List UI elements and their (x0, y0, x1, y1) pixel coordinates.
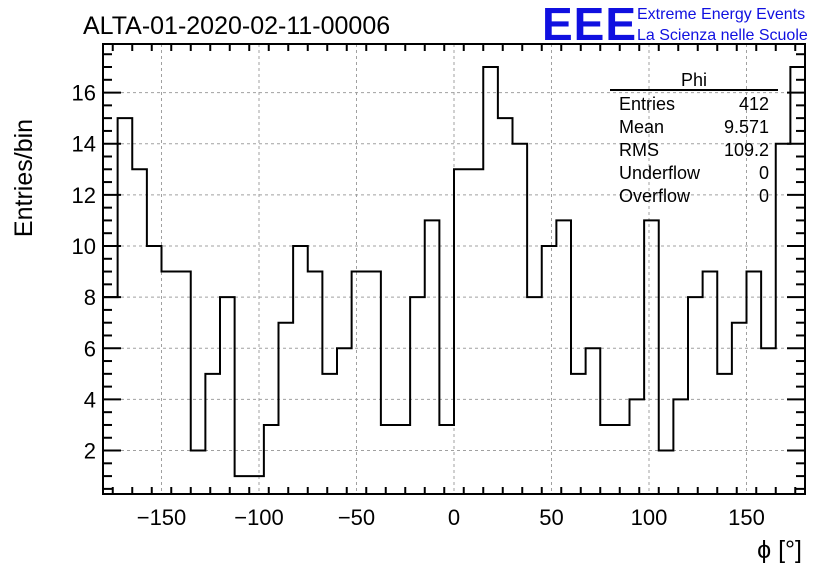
histogram-bin (688, 297, 703, 494)
histogram-bin (337, 348, 352, 494)
stats-label: Entries (619, 94, 675, 114)
histogram-bin (659, 451, 674, 494)
histogram-bin (761, 348, 776, 494)
histogram-bin (322, 374, 337, 494)
histogram-bin (162, 272, 177, 494)
stats-value: 9.571 (724, 117, 769, 137)
histogram-bin (176, 272, 191, 494)
x-tick-label: 50 (539, 505, 563, 530)
histogram-bin (483, 67, 498, 494)
stats-label: Mean (619, 117, 664, 137)
histogram-bin (293, 246, 308, 494)
histogram-bin (249, 476, 264, 494)
histogram-bin (630, 399, 645, 494)
y-tick-label: 4 (84, 387, 96, 412)
histogram-bin (147, 246, 162, 494)
histogram-bin (747, 272, 762, 494)
histogram-bin (396, 425, 411, 494)
axis-ticks (103, 44, 805, 494)
stats-value: 0 (759, 163, 769, 183)
histogram-bin (264, 425, 279, 494)
plot-frame (102, 43, 806, 495)
histogram-bin (366, 272, 381, 494)
x-tick-label: 0 (448, 505, 460, 530)
histogram-bin (439, 425, 454, 494)
stats-label: Overflow (619, 186, 691, 206)
x-tick-labels: −150 −100 −50 0 50 100 150 (137, 505, 765, 530)
y-tick-labels: 2 4 6 8 10 12 14 16 (72, 81, 96, 464)
stats-label: RMS (619, 140, 659, 160)
histogram-bin (527, 297, 542, 494)
eee-logo: EEE Extreme Energy Events La Scienza nel… (542, 0, 808, 50)
x-tick-label: −50 (338, 505, 375, 530)
chart-title: ALTA-01-2020-02-11-00006 (83, 12, 390, 40)
stats-name: Phi (681, 70, 707, 90)
histogram-bin (542, 246, 557, 494)
histogram-bin (776, 144, 791, 494)
y-tick-label: 16 (72, 81, 96, 106)
histogram-bin (118, 118, 133, 494)
histogram-bin (352, 272, 367, 494)
stats-rows: Entries 412 Mean 9.571 RMS 109.2 Underflow 0 Ove… (619, 94, 769, 206)
histogram-bin (673, 399, 688, 494)
stats-value: 0 (759, 186, 769, 206)
histogram-bin (425, 220, 440, 494)
histogram-bin (644, 220, 659, 494)
logo-line-1: Extreme Energy Events (637, 6, 805, 23)
histogram-bin (454, 169, 469, 494)
x-tick-label: 100 (631, 505, 668, 530)
stats-value: 412 (739, 94, 769, 114)
histogram-bin (600, 425, 615, 494)
histogram-outline (103, 66, 805, 478)
x-tick-label: −150 (137, 505, 187, 530)
histogram-bin (513, 144, 528, 494)
x-axis-label: ϕ [°] (757, 536, 802, 564)
histogram-bin (205, 374, 220, 494)
histogram-bin (235, 476, 250, 494)
histogram-bin (615, 425, 630, 494)
stats-label: Underflow (619, 163, 701, 183)
histogram-bin (703, 272, 718, 494)
histogram-bin (191, 451, 206, 494)
histogram-bin (308, 272, 323, 494)
histogram-bin (469, 169, 484, 494)
histogram-bin (220, 297, 235, 494)
histogram-bin (498, 118, 513, 494)
y-tick-label: 10 (72, 234, 96, 259)
histogram-bin (103, 297, 118, 494)
y-tick-label: 14 (72, 132, 96, 157)
histogram-bin (132, 169, 147, 494)
histogram-bin (717, 374, 732, 494)
y-axis-label: Entries/bin (10, 119, 38, 237)
histogram-bin (571, 374, 586, 494)
stats-value: 109.2 (724, 140, 769, 160)
stats-box: Phi Entries 412 Mean 9.571 RMS 109.2 Underflow… (610, 70, 778, 206)
histogram-bin (586, 348, 601, 494)
logo-line-2: La Scienza nelle Scuole (637, 27, 808, 44)
histogram-bin (410, 297, 425, 494)
histogram-bin (556, 220, 571, 494)
y-tick-label: 6 (84, 336, 96, 361)
x-tick-label: 150 (728, 505, 765, 530)
y-tick-label: 12 (72, 183, 96, 208)
x-tick-label: −100 (234, 505, 284, 530)
y-tick-label: 2 (84, 439, 96, 464)
histogram-bin (381, 425, 396, 494)
logo-mark: EEE (542, 0, 637, 50)
y-tick-label: 8 (84, 285, 96, 310)
